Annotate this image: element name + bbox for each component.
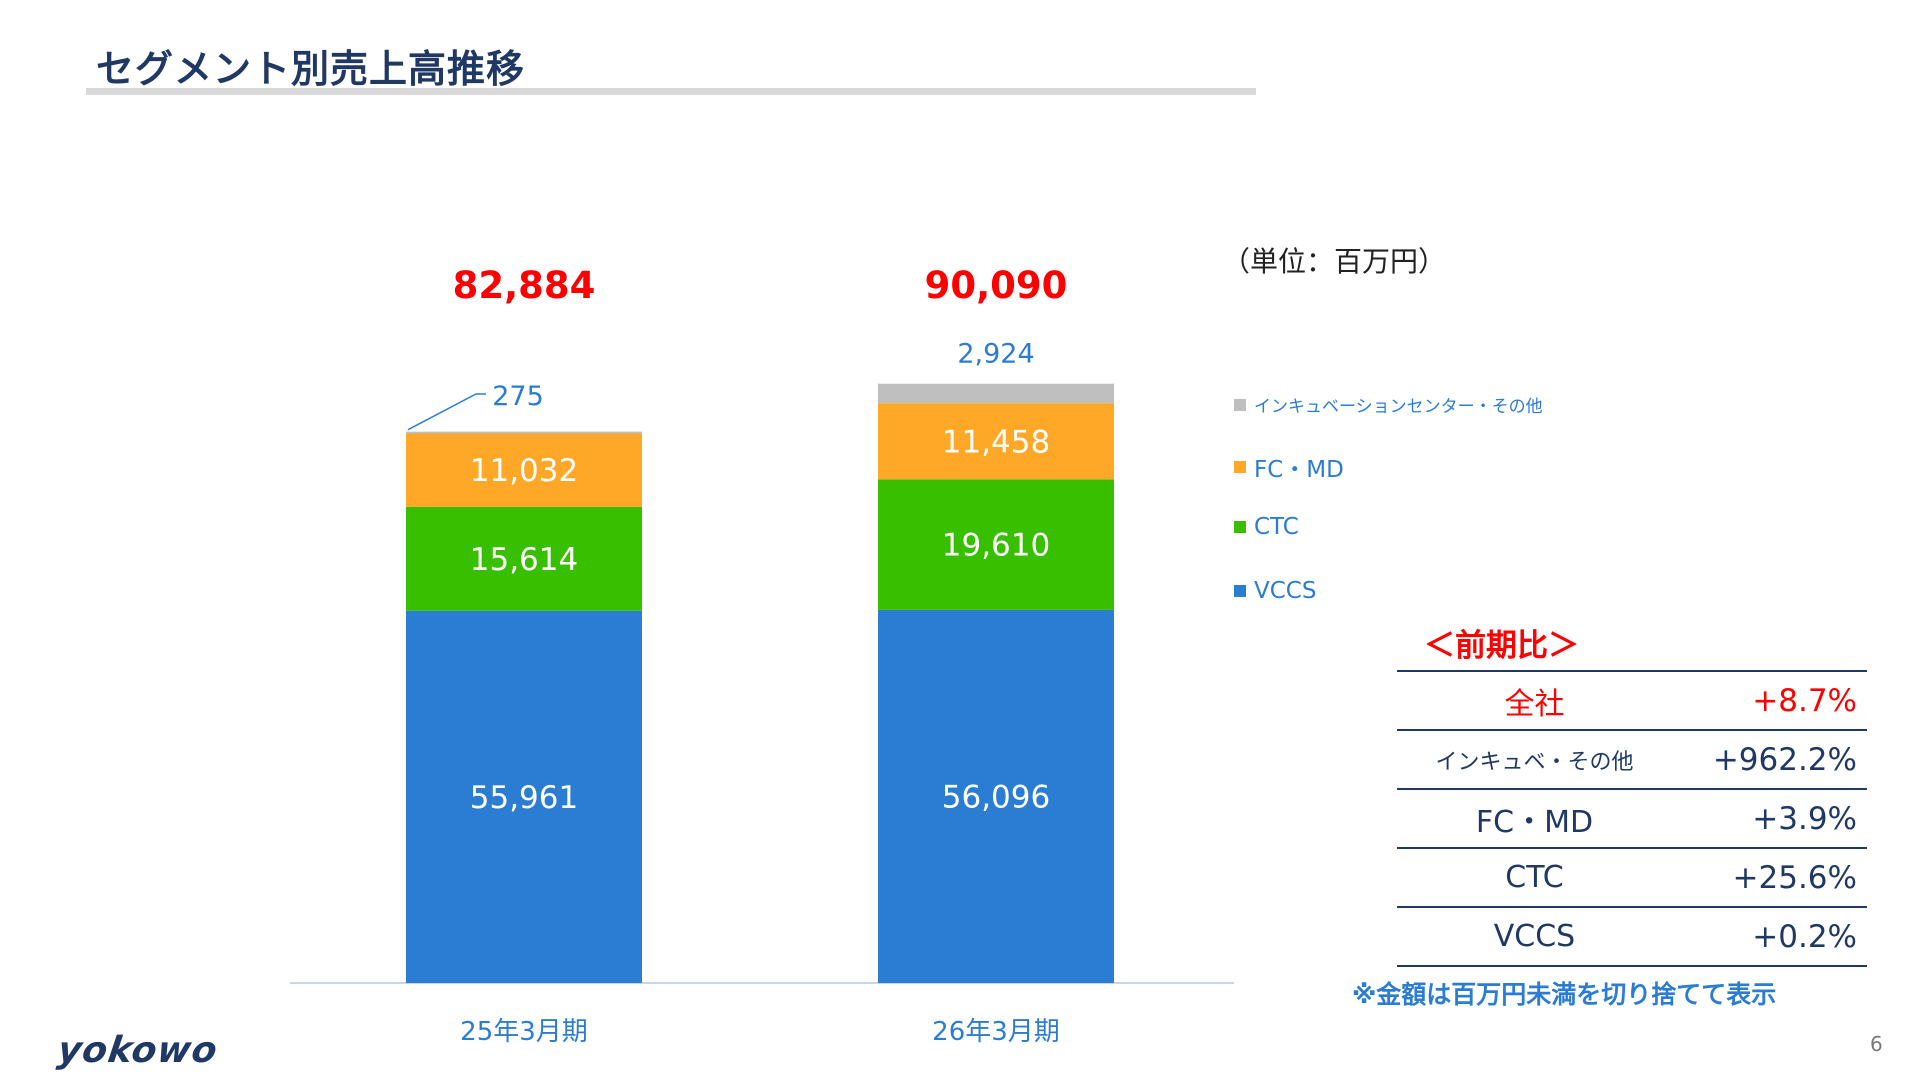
legend-label: VCCS [1254,578,1317,604]
legend-item-incubation: インキュベーションセンター・その他 [1234,392,1543,417]
comparison-row-fcmd: FC・MD +3.9% [1397,790,1867,849]
comparison-value: +3.9% [1752,800,1857,837]
category-label: 25年3月期 [460,1017,588,1047]
legend-swatch [1234,398,1246,411]
comparison-name: FC・MD [1475,804,1594,840]
total-label: 90,090 [925,264,1068,307]
comparison-row-incubation: インキュベ・その他 +962.2% [1397,731,1867,790]
legend-swatch [1234,521,1246,533]
label-leader-line [407,393,486,431]
total-label: 82,884 [453,264,596,307]
legend-item-ctc: CTC [1234,514,1299,540]
bar-segment [406,433,642,507]
page-title: セグメント別売上高推移 [96,47,526,91]
comparison-value: +0.2% [1752,918,1857,955]
legend-label: インキュベーションセンター・その他 [1254,397,1543,417]
comparison-row-total: 全社 +8.7% [1397,672,1867,731]
comparison-table: 全社 +8.7% インキュベ・その他 +962.2% FC・MD +3.9% C… [1397,670,1867,967]
category-label: 26年3月期 [932,1017,1060,1047]
comparison-row-ctc: CTC +25.6% [1397,849,1867,908]
bar-segment [878,479,1114,610]
bar-segment [406,610,642,983]
title-underline [86,88,1256,95]
bar-segment [878,383,1114,404]
legend-item-vccs: VCCS [1234,578,1316,604]
data-label: 11,458 [942,424,1050,460]
bar-segment [406,506,642,611]
page-number: 6 [1870,1032,1883,1056]
comparison-name: インキュベ・その他 [1435,749,1634,775]
data-label: 19,610 [942,528,1050,564]
bar-segment [406,431,642,434]
data-label: 56,096 [942,779,1050,815]
comparison-title: ＜前期比＞ [1424,628,1579,664]
company-logo: yokowo [55,1030,221,1071]
comparison-value: +8.7% [1752,682,1857,719]
comparison-name: 全社 [1504,686,1565,722]
bar-segment [878,609,1114,983]
legend-label: CTC [1254,514,1299,540]
comparison-row-vccs: VCCS +0.2% [1397,908,1867,967]
legend-item-fcmd: FC・MD [1234,450,1344,484]
unit-label: （単位：百万円） [1222,245,1447,278]
comparison-name: CTC [1505,860,1564,895]
legend-swatch [1234,461,1246,473]
data-label: 55,961 [470,780,578,816]
comparison-name: VCCS [1493,919,1576,954]
comparison-value: +962.2% [1712,741,1857,778]
comparison-value: +25.6% [1732,859,1857,896]
data-label: 2,924 [957,339,1034,370]
legend-label: FC・MD [1254,457,1344,483]
footnote: ※金額は百万円未満を切り捨てて表示 [1352,980,1777,1009]
legend-swatch [1234,585,1246,597]
data-label: 15,614 [470,542,578,578]
bar-segment [878,403,1114,480]
data-label: 275 [492,381,544,412]
data-label: 11,032 [470,453,578,489]
